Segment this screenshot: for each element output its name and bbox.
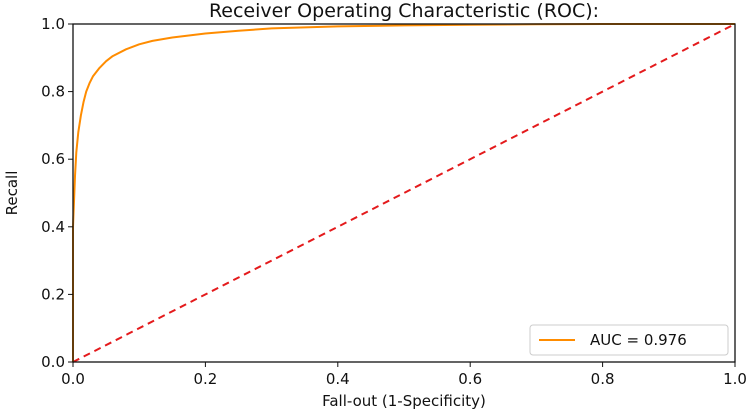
y-tick-label: 0.6 <box>41 150 65 168</box>
x-tick-label: 0.0 <box>61 370 85 388</box>
x-tick-label: 0.4 <box>326 370 350 388</box>
chance-diagonal-line <box>72 23 736 363</box>
roc-curve-line <box>72 23 735 362</box>
plot-area <box>72 23 736 363</box>
x-axis: 0.0 0.2 0.4 0.6 0.8 1.0 <box>61 362 747 388</box>
y-tick-label: 1.0 <box>41 15 65 33</box>
x-tick-label: 0.2 <box>193 370 217 388</box>
y-axis-label: Recall <box>3 171 21 216</box>
x-tick-label: 0.6 <box>458 370 482 388</box>
x-tick-label: 1.0 <box>723 370 747 388</box>
x-tick-label: 0.8 <box>591 370 615 388</box>
legend-label-auc: AUC = 0.976 <box>590 331 687 349</box>
chart-title: Receiver Operating Characteristic (ROC): <box>209 0 599 22</box>
y-tick-label: 0.4 <box>41 218 65 236</box>
legend-box <box>529 324 729 356</box>
y-tick-label: 0.0 <box>41 353 65 371</box>
plot-frame <box>72 23 736 363</box>
legend: AUC = 0.976 <box>529 324 729 356</box>
y-tick-label: 0.8 <box>41 83 65 101</box>
y-tick-label: 0.2 <box>41 285 65 303</box>
x-axis-label: Fall-out (1-Specificity) <box>322 392 486 410</box>
y-axis: 0.0 0.2 0.4 0.6 0.8 1.0 <box>41 15 73 371</box>
